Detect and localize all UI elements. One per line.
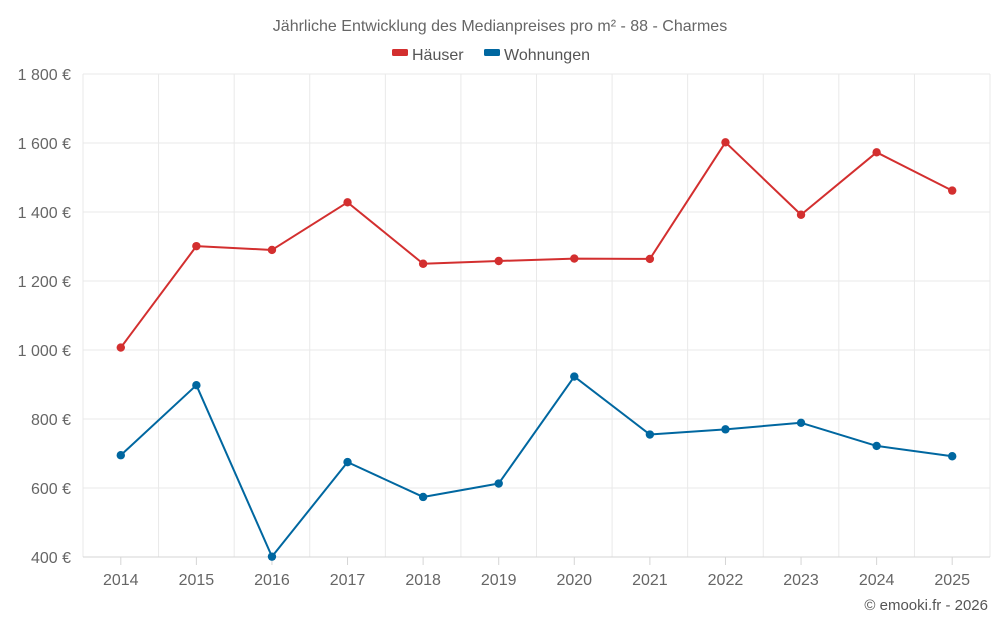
series-2 [116, 372, 957, 561]
x-tick-label: 2024 [859, 572, 895, 589]
x-tick-label: 2020 [556, 572, 592, 589]
data-point [267, 245, 277, 255]
data-point [267, 552, 277, 561]
legend-label: Häuser [412, 47, 464, 64]
data-point [721, 425, 730, 434]
legend-swatch [484, 49, 500, 56]
series-line [119, 141, 953, 349]
data-point [570, 254, 579, 263]
legend-item: Wohnungen [484, 47, 590, 64]
x-tick-label: 2021 [632, 572, 668, 589]
data-point [343, 198, 352, 207]
chart-title: Jährliche Entwicklung des Medianpreises … [273, 18, 727, 35]
grid [82, 73, 991, 557]
data-point [645, 430, 655, 439]
data-point [343, 457, 352, 467]
legend-swatch [392, 49, 408, 56]
y-tick-label: 400 € [31, 550, 71, 567]
data-point [570, 372, 579, 381]
legend-items: Häuser Wohnungen [392, 47, 590, 64]
data-point [494, 479, 503, 488]
x-tick-label: 2015 [179, 572, 215, 589]
x-tick-label: 2017 [330, 572, 366, 589]
x-tick-label: 2023 [783, 572, 819, 589]
y-tick-label: 1 400 € [18, 205, 71, 222]
data-point [796, 418, 806, 427]
data-point [872, 148, 881, 157]
x-tick-label: 2025 [934, 572, 970, 589]
legend-item: Häuser [392, 47, 464, 64]
y-tick-label: 600 € [31, 481, 71, 498]
credit-text: © emooki.fr - 2026 [864, 597, 988, 614]
series-layer [116, 138, 957, 561]
legend: Häuser Wohnungen [392, 47, 590, 64]
y-tick-label: 1 600 € [18, 136, 71, 153]
data-point [872, 441, 881, 451]
y-tick-label: 1 800 € [18, 67, 71, 84]
series-line [120, 375, 953, 558]
data-point [192, 241, 201, 251]
legend-label: Wohnungen [504, 47, 590, 64]
x-tick-label: 2018 [405, 572, 441, 589]
data-point [721, 138, 730, 147]
data-point [418, 259, 428, 268]
x-tick-label: 2014 [103, 572, 139, 589]
data-point [948, 452, 957, 461]
data-point [645, 254, 655, 264]
x-tick-label: 2016 [254, 572, 290, 589]
data-point [494, 256, 503, 266]
data-point [418, 492, 428, 502]
axes: 400 € 600 € 800 € 1 000 € 1 200 € 1 400 € 1 60… [18, 67, 990, 589]
y-tick-label: 1 000 € [18, 343, 71, 360]
y-tick-label: 800 € [31, 412, 71, 429]
data-point [116, 451, 125, 460]
data-point [116, 343, 125, 352]
data-point [796, 210, 806, 219]
x-tick-label: 2022 [708, 572, 744, 589]
data-point [948, 186, 957, 195]
y-tick-label: 1 200 € [18, 274, 71, 291]
data-point [192, 380, 201, 390]
series-1 [116, 138, 957, 352]
x-tick-label: 2019 [481, 572, 517, 589]
